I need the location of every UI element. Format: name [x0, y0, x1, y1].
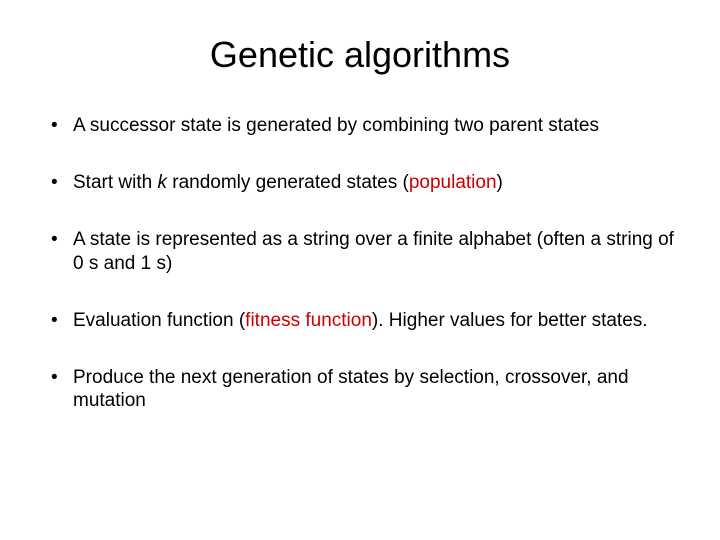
slide-title: Genetic algorithms: [45, 34, 675, 76]
bullet-list: A successor state is generated by combin…: [45, 114, 675, 412]
bullet-text-pre: Evaluation function (: [73, 310, 245, 331]
list-item: A state is represented as a string over …: [45, 228, 675, 274]
bullet-text: A state is represented as a string over …: [73, 229, 674, 273]
bullet-text-mid: randomly generated states (: [167, 172, 409, 193]
bullet-text-post: ): [497, 172, 503, 193]
list-item: A successor state is generated by combin…: [45, 114, 675, 137]
list-item: Start with k randomly generated states (…: [45, 171, 675, 194]
list-item: Produce the next generation of states by…: [45, 366, 675, 412]
bullet-text-post: ). Higher values for better states.: [372, 310, 648, 331]
bullet-text-pre: Start with: [73, 172, 157, 193]
list-item: Evaluation function (fitness function). …: [45, 309, 675, 332]
italic-k: k: [157, 172, 167, 193]
term-fitness: fitness function: [245, 310, 372, 331]
bullet-text: A successor state is generated by combin…: [73, 115, 599, 136]
bullet-text: Produce the next generation of states by…: [73, 367, 629, 411]
term-population: population: [409, 172, 497, 193]
